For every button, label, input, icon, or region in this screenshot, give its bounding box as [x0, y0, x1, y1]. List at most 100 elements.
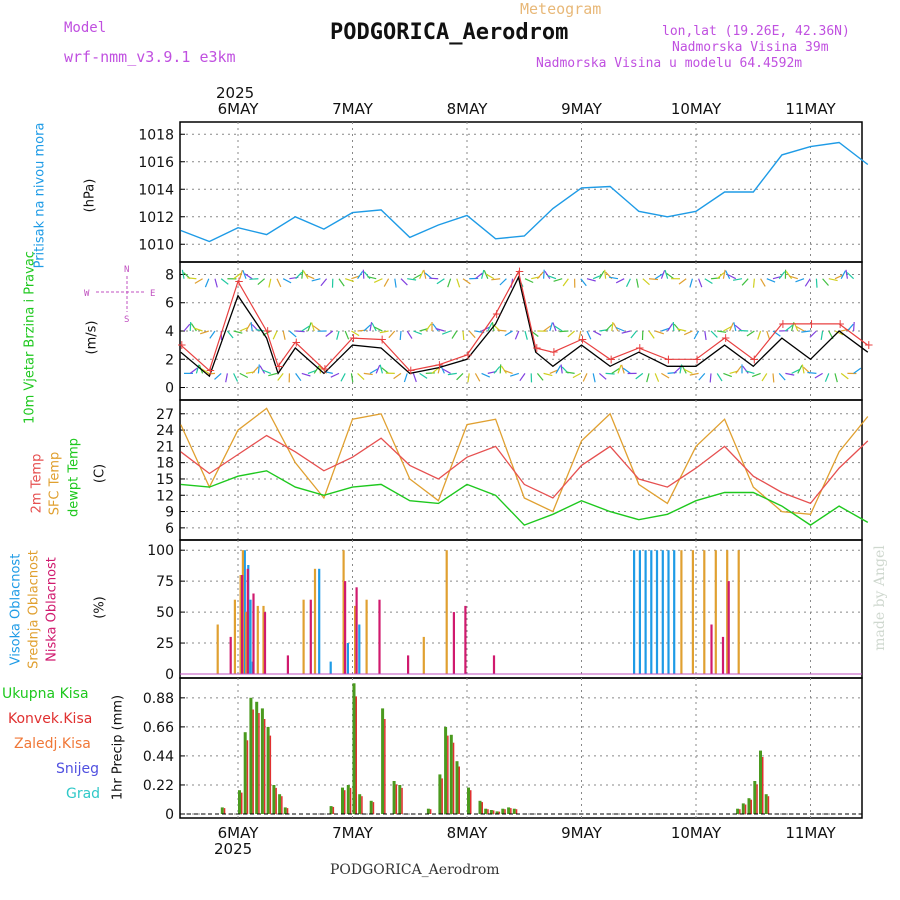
mid-cloud-bar	[245, 612, 248, 674]
precip-total-bar	[352, 683, 356, 814]
wind-barb	[554, 325, 563, 332]
mid-cloud-bar	[680, 550, 683, 674]
wind-barb	[625, 278, 631, 288]
wind-gust-marker: +	[532, 341, 542, 355]
wind-barb	[582, 373, 588, 382]
wind-barb	[313, 365, 320, 374]
wind-barb	[723, 326, 732, 332]
precip-total-bar	[243, 732, 247, 814]
wind-barb	[233, 373, 239, 382]
wind-barb	[722, 269, 726, 279]
wind-gust-marker: +	[721, 331, 731, 345]
day-label-bottom: 8MAY	[447, 824, 489, 842]
precip-total-bar	[764, 794, 768, 814]
wind-barb	[599, 372, 607, 380]
wind-barb	[760, 278, 766, 287]
wind-gust-marker: +	[807, 317, 817, 331]
precip-total-bar	[507, 807, 511, 814]
wind-barb	[371, 322, 377, 332]
wind-barb	[741, 278, 749, 286]
precip-total-bar	[329, 806, 333, 814]
pressure-ytick-label: 1016	[138, 155, 174, 171]
precip-conv-bar	[481, 802, 483, 814]
wind-barb	[604, 269, 607, 279]
wind-ytick-label: 2	[165, 352, 174, 368]
mid-cloud-bar	[714, 550, 717, 674]
sfc-temp-line	[180, 407, 869, 515]
precip-conv-bar	[447, 735, 449, 814]
wind-barb	[242, 270, 247, 279]
wind-barb	[678, 278, 687, 285]
wind-barb	[209, 330, 216, 339]
wind-barb	[363, 372, 373, 376]
wind-barb	[725, 270, 731, 279]
wind-barb	[785, 324, 793, 332]
wind-barb	[772, 330, 781, 337]
precip-total-bar	[501, 808, 505, 814]
precip-total-bar	[741, 803, 745, 814]
wind-barb	[282, 330, 286, 340]
wind-barb	[456, 278, 461, 288]
wind-barb	[785, 271, 793, 280]
precip-total-bar	[346, 785, 350, 814]
wind-barb	[195, 364, 200, 374]
precip-total-bar	[489, 810, 493, 814]
wind-barb	[244, 273, 253, 280]
legend-frozen-rain: Zaledj.Kisa	[14, 736, 91, 752]
precip-total-bar	[249, 697, 253, 814]
low-cloud-bar	[710, 624, 713, 674]
high-cloud-bar	[673, 550, 676, 674]
precip-conv-bar	[498, 811, 501, 814]
wind-barb	[846, 272, 855, 280]
wind-barb	[785, 372, 795, 376]
wind-barb	[282, 278, 292, 284]
wind-barb	[586, 330, 592, 340]
high-cloud-bar	[243, 550, 246, 674]
wind-gust-marker: +	[320, 362, 330, 376]
wind-gust-marker: +	[205, 364, 215, 378]
wind-barb	[757, 330, 762, 340]
day-label-bottom: 11MAY	[785, 824, 836, 842]
mid-cloud-bar	[726, 550, 729, 674]
wind-barb	[295, 373, 302, 382]
day-label-bottom: 7MAY	[332, 824, 374, 842]
low-cloud-bar	[355, 587, 358, 674]
wind-gust-marker: +	[492, 307, 502, 321]
low-cloud-bar	[229, 636, 232, 674]
wind-gust-marker: +	[663, 352, 673, 366]
day-label-top: 10MAY	[671, 100, 722, 118]
wind-barb	[419, 372, 428, 379]
wind-barb	[259, 365, 266, 374]
wind-barb	[250, 322, 253, 332]
wind-barb	[289, 330, 297, 338]
wind-barb	[664, 269, 669, 279]
wind-barb	[277, 373, 284, 381]
wind-barb	[350, 373, 354, 383]
low-cloud-bar	[452, 612, 455, 674]
wind-barb	[413, 330, 423, 335]
wind-barb	[544, 270, 551, 280]
wind-barb	[660, 270, 666, 279]
high-cloud-bar	[329, 661, 332, 674]
wind-barb	[592, 373, 596, 383]
precip-conv-bar	[241, 792, 243, 814]
legend-snow: Snijeg	[56, 761, 100, 777]
low-cloud-bar	[263, 612, 267, 674]
wind-barb	[608, 276, 619, 280]
precip-total-bar	[369, 800, 373, 814]
wind-barb	[617, 364, 622, 374]
wind-barb	[510, 372, 519, 377]
wind-barb	[200, 330, 209, 335]
wind-barb	[301, 372, 311, 377]
wind-barb	[751, 372, 761, 378]
wind-gust-marker: +	[406, 364, 416, 378]
wind-barb	[432, 323, 439, 332]
wind-barb	[789, 275, 798, 280]
precip-conv-bar	[492, 810, 495, 814]
precip-total-bar	[438, 774, 442, 814]
wind-gust-marker: +	[635, 341, 645, 355]
mid-cloud-bar	[691, 550, 694, 674]
wind-barb	[330, 372, 340, 378]
wind-barb	[194, 278, 203, 284]
day-label-top: 7MAY	[332, 100, 374, 118]
